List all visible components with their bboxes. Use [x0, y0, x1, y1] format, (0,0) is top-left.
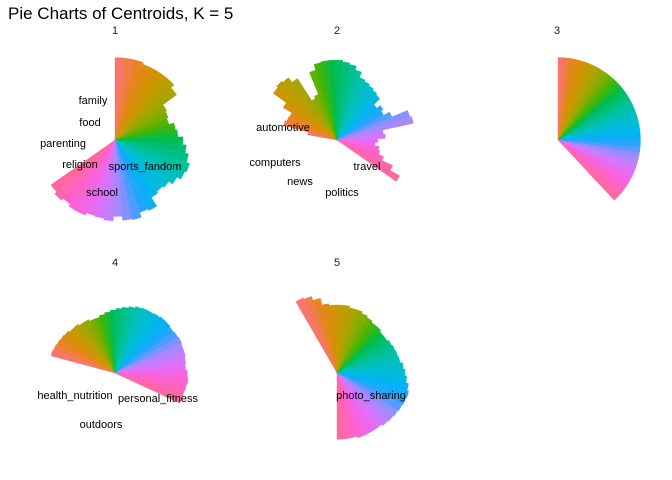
pie-slice	[336, 372, 365, 439]
pie-slice	[336, 313, 368, 374]
pie-slice	[73, 323, 116, 374]
pie-slice	[64, 330, 116, 374]
slice-label: travel	[354, 161, 381, 173]
slice-label: photo_sharing	[336, 390, 406, 402]
pie-slice	[336, 77, 366, 141]
pie-panel-4: 4 health_nutrition outdoors personal_fitnes…	[37, 257, 198, 431]
pie-slice	[336, 372, 344, 440]
pie-slice	[336, 133, 386, 141]
pie-slice	[321, 303, 338, 374]
pie-slice	[335, 59, 343, 141]
slice-label: computers	[249, 157, 301, 169]
pie-slice	[56, 339, 116, 374]
pie-slice	[336, 317, 373, 374]
pie-slice	[336, 81, 370, 141]
pie-slice	[336, 372, 406, 406]
pie-slice	[336, 116, 414, 141]
pie-slice	[54, 139, 116, 201]
pie-slice	[336, 372, 388, 427]
panel-title: 2	[334, 25, 340, 37]
pie-slice	[276, 80, 338, 141]
slice-label: personal_fitness	[118, 393, 199, 405]
slice-label: health_nutrition	[37, 390, 112, 402]
panel-title: 4	[112, 257, 118, 269]
slice-label: sports_fandom	[109, 161, 182, 173]
pie-slice	[336, 372, 403, 412]
pie-slice	[336, 85, 374, 141]
pie-slice	[291, 78, 338, 141]
pie-slice	[282, 77, 338, 141]
panel-title: 3	[554, 25, 560, 37]
pie-slice	[336, 138, 378, 143]
slice-label: outdoors	[80, 419, 123, 431]
pie-slice	[114, 372, 183, 404]
pie-slice	[114, 336, 183, 374]
pie-slice	[336, 89, 378, 141]
pie-slice	[114, 111, 169, 141]
pie-slice	[336, 309, 363, 374]
pie-panel-2: 2 automotive computers news travel politics	[249, 25, 414, 199]
pie-slice	[114, 59, 144, 141]
pie-slice	[114, 104, 168, 141]
pie-slice	[286, 116, 338, 141]
slice-label: automotive	[256, 122, 310, 134]
pie-slice	[50, 139, 116, 193]
slice-label: school	[86, 187, 118, 199]
pie-slice	[114, 356, 187, 374]
pie-slice	[114, 139, 186, 180]
pie-slice	[336, 325, 382, 374]
pie-slice	[114, 87, 177, 141]
pie-slice	[114, 78, 175, 141]
pie-slice	[114, 139, 190, 173]
pie-slice	[303, 296, 338, 374]
pie-slice	[312, 298, 338, 374]
pie-slice	[557, 139, 619, 201]
slice-label: food	[79, 117, 100, 129]
pie-slice	[114, 139, 142, 221]
slice-label: family	[79, 95, 108, 107]
pie-slice	[114, 139, 178, 185]
slice-label: parenting	[40, 138, 86, 150]
pie-slice	[336, 139, 401, 182]
pie-slice	[114, 139, 158, 211]
panel-title: 5	[334, 257, 340, 269]
figure-title: Pie Charts of Centroids, K = 5	[8, 4, 234, 23]
pie-slice	[53, 344, 116, 374]
pie-panel-3: 3	[554, 25, 641, 201]
slice-label: politics	[325, 187, 359, 199]
pie-slice	[336, 94, 381, 141]
pie-panel-5: 5 photo_sharing	[295, 257, 409, 440]
pie-slice	[60, 334, 116, 374]
pie-slice	[295, 297, 338, 374]
pie-slice	[68, 139, 116, 212]
pie-slice	[336, 105, 384, 141]
pie-slice	[114, 139, 133, 221]
slice-label: religion	[62, 159, 97, 171]
pie-slice	[336, 372, 394, 422]
slice-label: news	[287, 176, 313, 188]
pie-slice	[336, 372, 399, 417]
pie-slice	[114, 321, 171, 374]
pie-slice	[114, 349, 186, 374]
pie-slice	[114, 139, 170, 188]
pie-panel-1: 1 family food parenting religion sports_fando…	[40, 25, 190, 221]
pie-slice	[83, 319, 116, 374]
panel-title: 1	[112, 25, 118, 37]
